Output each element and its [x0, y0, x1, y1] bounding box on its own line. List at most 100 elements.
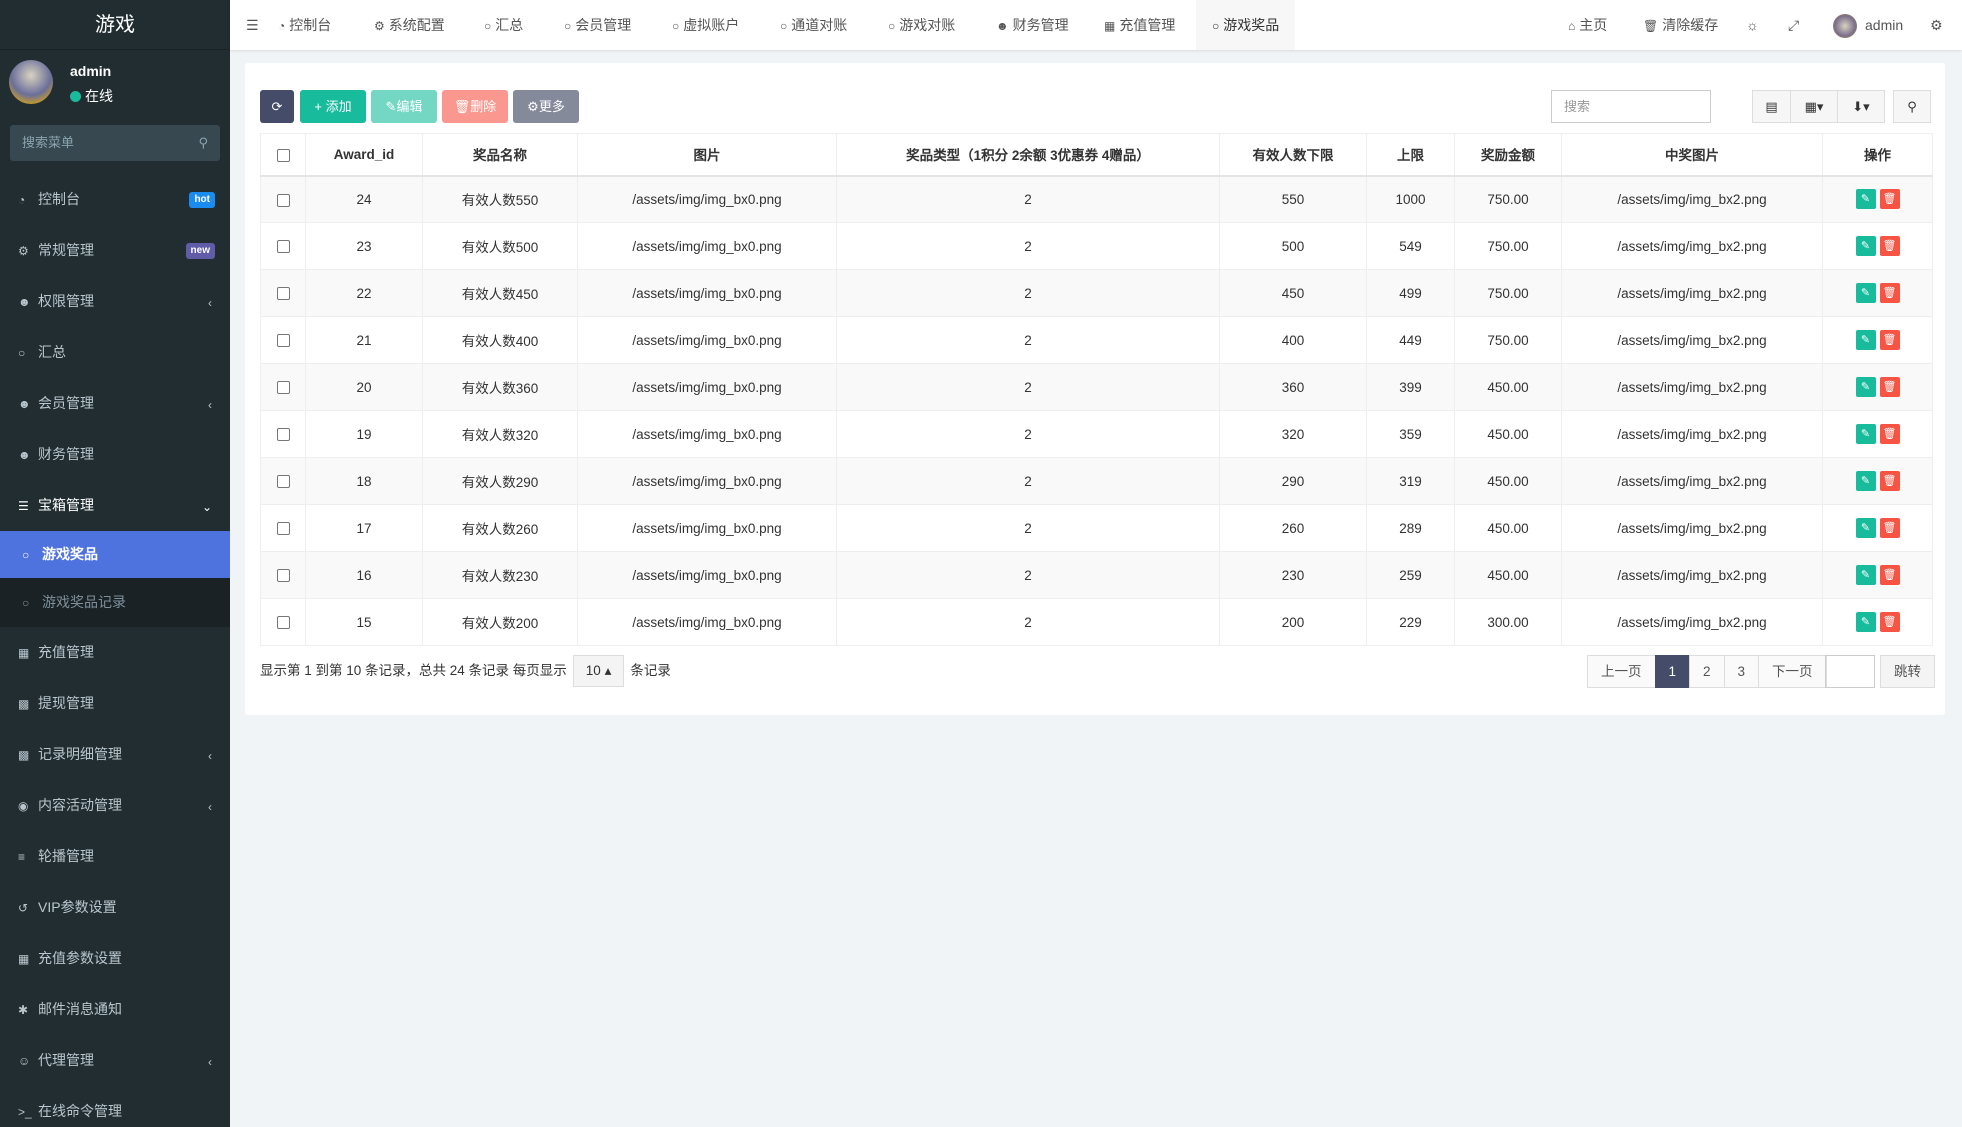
- delete-row-button[interactable]: 🗑: [1879, 424, 1900, 444]
- table-row: 21 有效人数400/assets/img/img_bx0.png 2 400 449 7…: [260, 316, 1933, 364]
- cell: 260: [1219, 504, 1367, 552]
- column-header[interactable]: 操作: [1822, 133, 1933, 177]
- column-header[interactable]: Award_id: [305, 133, 423, 177]
- sidebar-item[interactable]: ☻ 权限管理 ‹: [0, 276, 230, 327]
- page-button[interactable]: 3: [1723, 655, 1760, 688]
- delete-row-button[interactable]: 🗑: [1879, 565, 1900, 585]
- row-checkbox[interactable]: [260, 598, 306, 646]
- delete-row-button[interactable]: 🗑: [1879, 283, 1900, 303]
- tab-1[interactable]: ⚙ 系统配置: [358, 0, 461, 50]
- menu-toggle-icon[interactable]: ☰: [246, 17, 259, 33]
- sidebar-item[interactable]: ○ 汇总: [0, 327, 230, 378]
- tab-label: 控制台: [289, 17, 332, 33]
- sidebar-item[interactable]: ○ 游戏奖品记录: [0, 578, 230, 627]
- table-search-input[interactable]: 搜索: [1551, 90, 1711, 123]
- sidebar-item[interactable]: ○ 游戏奖品: [0, 531, 230, 578]
- column-header[interactable]: 有效人数下限: [1219, 133, 1367, 177]
- prev-page-button[interactable]: 上一页: [1587, 655, 1656, 688]
- column-header[interactable]: 奖励金额: [1454, 133, 1562, 177]
- tab-2[interactable]: ○ 汇总: [468, 0, 539, 50]
- sidebar-item[interactable]: ✱ 邮件消息通知: [0, 984, 230, 1035]
- sidebar-item[interactable]: ▦ 充值管理: [0, 627, 230, 678]
- edit-button[interactable]: ✎编辑: [371, 90, 437, 123]
- row-checkbox[interactable]: [260, 504, 306, 552]
- tab-3[interactable]: ○ 会员管理: [548, 0, 647, 50]
- search-icon[interactable]: ⚲: [198, 135, 208, 150]
- column-header[interactable]: 上限: [1366, 133, 1455, 177]
- sidebar-item[interactable]: ▦ 充值参数设置: [0, 933, 230, 984]
- settings-icon[interactable]: ⚙: [1930, 17, 1943, 33]
- language-icon[interactable]: ☼: [1746, 17, 1759, 33]
- delete-row-button[interactable]: 🗑: [1879, 471, 1900, 491]
- edit-row-button[interactable]: ✎: [1855, 377, 1876, 397]
- edit-row-button[interactable]: ✎: [1855, 424, 1876, 444]
- row-checkbox[interactable]: [260, 363, 306, 411]
- page-button[interactable]: 1: [1654, 655, 1691, 688]
- jump-page-input[interactable]: [1825, 655, 1875, 688]
- row-checkbox[interactable]: [260, 175, 306, 223]
- tab-9[interactable]: ○ 游戏奖品: [1196, 0, 1296, 50]
- next-page-button[interactable]: 下一页: [1758, 655, 1827, 688]
- edit-row-button[interactable]: ✎: [1855, 612, 1876, 632]
- jump-button[interactable]: 跳转: [1880, 655, 1935, 688]
- delete-button[interactable]: 🗑删除: [442, 90, 508, 123]
- sidebar-item[interactable]: >_ 在线命令管理: [0, 1086, 230, 1127]
- sidebar-item[interactable]: ▩ 记录明细管理 ‹: [0, 729, 230, 780]
- edit-row-button[interactable]: ✎: [1855, 518, 1876, 538]
- sidebar-item[interactable]: ◉ 内容活动管理 ‹: [0, 780, 230, 831]
- row-checkbox[interactable]: [260, 551, 306, 599]
- page-button[interactable]: 2: [1689, 655, 1725, 688]
- column-header[interactable]: 中奖图片: [1561, 133, 1823, 177]
- columns-button[interactable]: ▦▾: [1790, 90, 1838, 123]
- add-button[interactable]: + 添加: [300, 90, 366, 123]
- more-button[interactable]: ⚙更多: [513, 90, 579, 123]
- sidebar-item[interactable]: ↺ VIP参数设置: [0, 882, 230, 933]
- select-all-checkbox[interactable]: [260, 133, 306, 177]
- delete-row-button[interactable]: 🗑: [1879, 377, 1900, 397]
- fullscreen-icon[interactable]: ⤢: [1788, 17, 1800, 33]
- row-checkbox[interactable]: [260, 222, 306, 270]
- toggle-view-button[interactable]: ▤: [1752, 90, 1791, 123]
- delete-row-button[interactable]: 🗑: [1879, 518, 1900, 538]
- user-menu[interactable]: admin: [1825, 0, 1911, 50]
- edit-row-button[interactable]: ✎: [1855, 330, 1876, 350]
- export-button[interactable]: ⬇▾: [1837, 90, 1885, 123]
- edit-row-button[interactable]: ✎: [1855, 283, 1876, 303]
- refresh-button[interactable]: ⟳: [260, 90, 294, 123]
- delete-row-button[interactable]: 🗑: [1879, 236, 1900, 256]
- tab-6[interactable]: ○ 游戏对账: [872, 0, 971, 50]
- advanced-search-button[interactable]: ⚲: [1893, 90, 1931, 123]
- edit-row-button[interactable]: ✎: [1855, 189, 1876, 210]
- sidebar-item[interactable]: ☰ 宝箱管理 ⌄: [0, 480, 230, 531]
- column-header[interactable]: 图片: [577, 133, 837, 177]
- row-checkbox[interactable]: [260, 410, 306, 458]
- clear-cache-button[interactable]: 🗑 清除缓存: [1635, 0, 1726, 50]
- tab-4[interactable]: ○ 虚拟账户: [656, 0, 755, 50]
- edit-row-button[interactable]: ✎: [1855, 565, 1876, 585]
- column-header[interactable]: 奖品名称: [422, 133, 578, 177]
- sidebar-item[interactable]: ≡ 轮播管理: [0, 831, 230, 882]
- sidebar-item[interactable]: ☺ 代理管理 ‹: [0, 1035, 230, 1086]
- column-header[interactable]: 奖品类型（1积分 2余额 3优惠券 4赠品）: [836, 133, 1220, 177]
- tab-5[interactable]: ○ 通道对账: [764, 0, 863, 50]
- sidebar-item[interactable]: ◔ 控制台 hot: [0, 174, 230, 225]
- edit-row-button[interactable]: ✎: [1855, 236, 1876, 256]
- edit-row-button[interactable]: ✎: [1855, 471, 1876, 491]
- sidebar-item[interactable]: ⚙ 常规管理 new: [0, 225, 230, 276]
- delete-row-button[interactable]: 🗑: [1879, 612, 1900, 632]
- sidebar-item[interactable]: ☻ 财务管理: [0, 429, 230, 480]
- row-checkbox[interactable]: [260, 269, 306, 317]
- tab-8[interactable]: ▦ 充值管理: [1088, 0, 1191, 50]
- sidebar-item[interactable]: ☻ 会员管理 ‹: [0, 378, 230, 429]
- tab-7[interactable]: ☻ 财务管理: [980, 0, 1085, 50]
- row-checkbox[interactable]: [260, 457, 306, 505]
- row-checkbox[interactable]: [260, 316, 306, 364]
- app-logo[interactable]: 游戏: [0, 0, 230, 50]
- menu-search-input[interactable]: 搜索菜单 ⚲: [10, 125, 220, 161]
- sidebar-item[interactable]: ▩ 提现管理: [0, 678, 230, 729]
- page-size-select[interactable]: 10 ▴: [572, 655, 625, 688]
- delete-row-button[interactable]: 🗑: [1879, 330, 1900, 350]
- delete-row-button[interactable]: 🗑: [1879, 189, 1900, 210]
- tab-0[interactable]: ◔ 控制台: [262, 0, 347, 50]
- home-link[interactable]: ⌂ 主页: [1560, 0, 1615, 50]
